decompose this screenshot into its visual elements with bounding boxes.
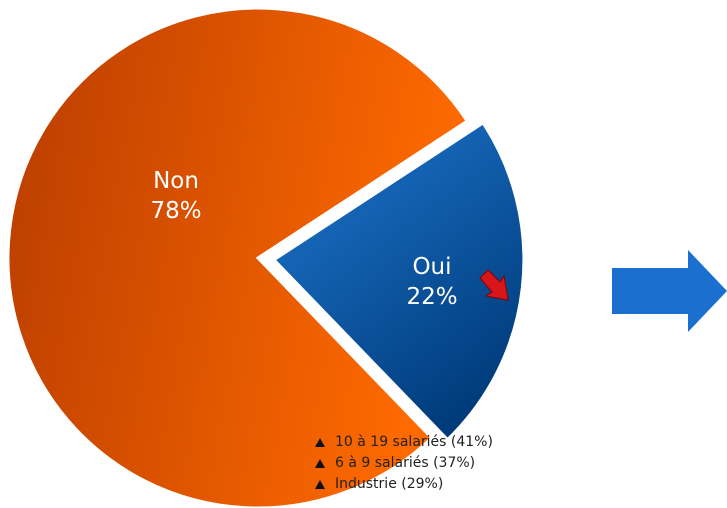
slice-label: Non 78%	[150, 168, 201, 224]
slice-label: Oui 22%	[406, 254, 457, 310]
trend-icon	[479, 269, 509, 301]
annotation: 10 à 19 salariés (41%)	[335, 434, 493, 450]
pie-slice	[271, 120, 526, 442]
bullet	[315, 459, 325, 468]
arrow	[612, 250, 727, 332]
value-label: 22%	[406, 284, 457, 310]
slices: Non 78% Oui 22%	[6, 6, 526, 508]
bullet	[315, 480, 325, 489]
category-label: Non	[153, 168, 199, 194]
category-label: Oui	[412, 254, 451, 280]
annotations: 10 à 19 salariés (41%) 6 à 9 salariés (37…	[315, 434, 493, 492]
bullet	[315, 438, 325, 447]
annotation: Industrie (29%)	[335, 476, 443, 492]
annotation: 6 à 9 salariés (37%)	[335, 455, 475, 471]
value-label: 78%	[150, 198, 201, 224]
